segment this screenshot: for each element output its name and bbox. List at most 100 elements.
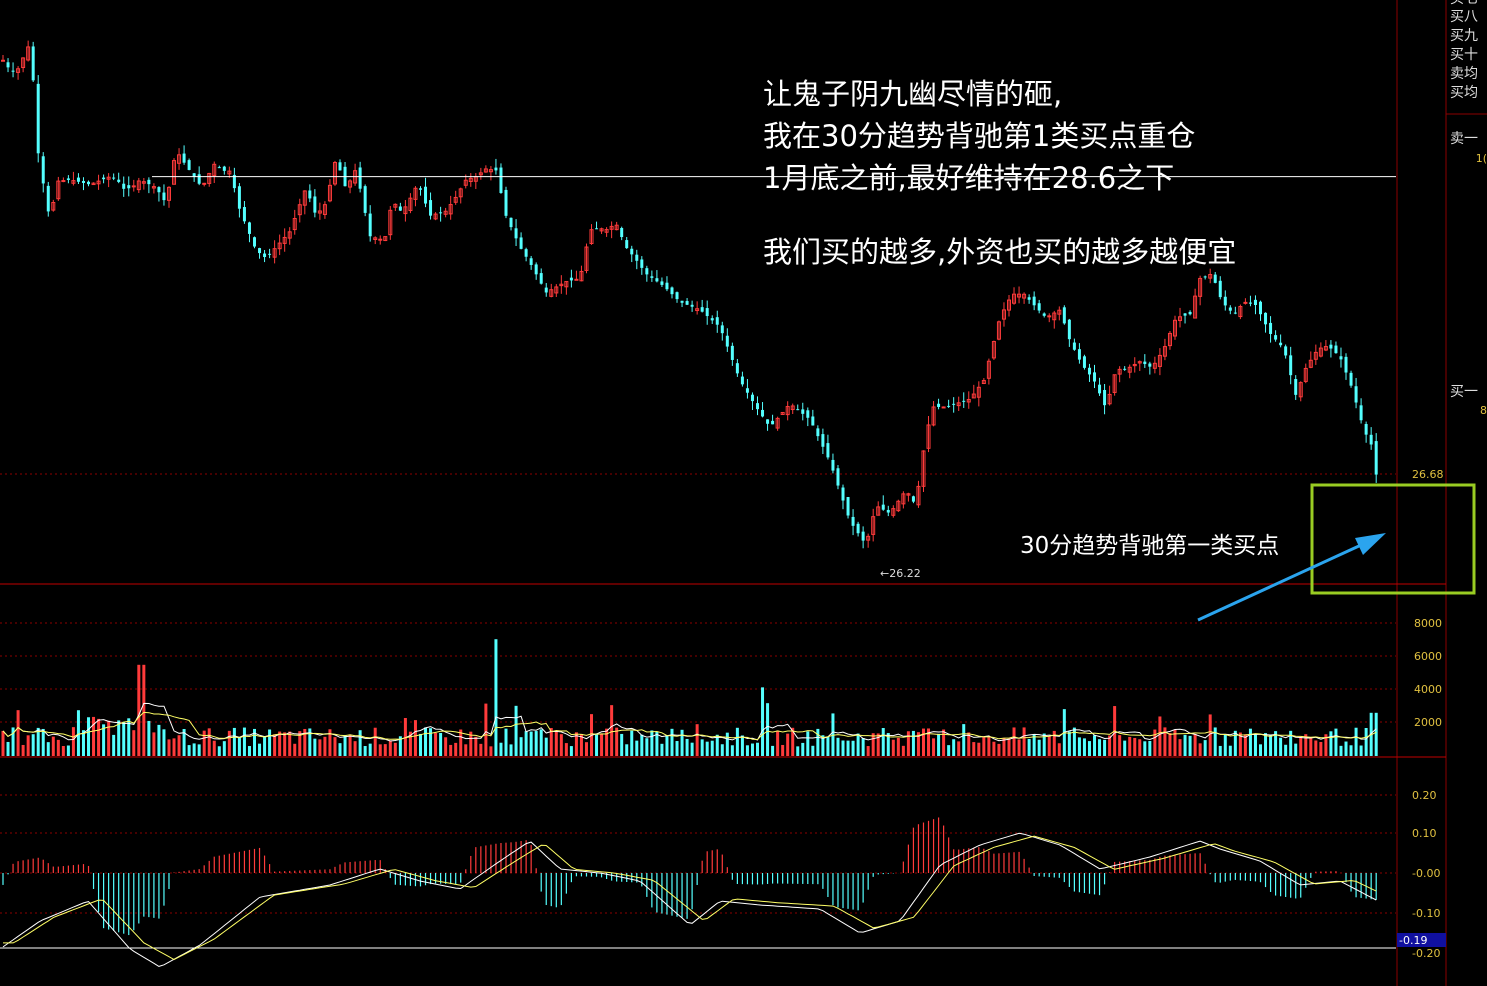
volume-bar: [26, 735, 30, 756]
candle-body: [806, 410, 810, 418]
candle-body: [604, 229, 609, 233]
volume-bar: [283, 732, 287, 756]
candle-body: [1213, 274, 1217, 283]
volume-bar: [197, 744, 201, 756]
volume-bar: [1269, 734, 1273, 756]
highlight-box: [1310, 483, 1476, 595]
volume-bar: [358, 730, 362, 756]
candle-body: [1123, 368, 1127, 370]
candle-body: [308, 190, 312, 199]
volume-bar: [519, 737, 523, 756]
volume-bar: [1087, 741, 1091, 756]
candle-body: [31, 46, 35, 81]
callout-arrow-shaft: [1197, 538, 1373, 622]
volume-bar: [977, 742, 981, 756]
candle-body: [756, 403, 759, 410]
order-book-label: 买八: [1450, 9, 1478, 25]
candle-body: [660, 281, 664, 285]
volume-bar: [469, 731, 473, 756]
volume-bar: [353, 741, 357, 756]
candle-body: [529, 258, 533, 265]
volume-bar: [268, 729, 272, 756]
candle-body: [207, 172, 212, 184]
volume-bar: [92, 716, 96, 756]
volume-bar: [348, 735, 352, 756]
candle-body: [1223, 296, 1227, 306]
volume-bar: [1148, 740, 1152, 756]
candle-body: [790, 405, 795, 411]
annotation-line-3: 1月底之前,最好维持在28.6之下: [763, 161, 1175, 195]
volume-bar: [776, 730, 780, 756]
candle-body: [1093, 372, 1097, 382]
candle-body: [720, 325, 724, 334]
annotation-line-2: 我在30分趋势背驰第1类买点重仓: [763, 119, 1196, 153]
candle-body: [499, 167, 503, 193]
candle-body: [962, 400, 966, 402]
volume-bar: [36, 727, 40, 756]
candle-body: [1349, 372, 1353, 386]
volume-bar: [1002, 737, 1006, 756]
candle-body: [187, 160, 191, 170]
candle-body: [926, 424, 931, 449]
candle-body: [801, 409, 805, 414]
candle-body: [16, 68, 21, 73]
candle-body: [1148, 363, 1152, 367]
candle-body: [1323, 346, 1328, 351]
volume-bar: [906, 731, 910, 756]
volume-bar: [942, 729, 946, 756]
candle-body: [1344, 356, 1348, 373]
candle-body: [338, 162, 342, 171]
volume-bar: [202, 730, 206, 756]
volume-bar: [504, 728, 508, 756]
candle-body: [373, 237, 378, 241]
candle-body: [996, 321, 1001, 340]
volume-bar: [1057, 743, 1061, 756]
volume-bar: [947, 745, 951, 756]
volume-bar: [1259, 744, 1262, 756]
volume-bar: [625, 744, 629, 756]
volume-bar: [1193, 734, 1197, 756]
candle-body: [443, 210, 448, 215]
volume-bar: [182, 728, 186, 756]
volume-bar: [1133, 737, 1137, 756]
candle-body: [509, 217, 513, 228]
candle-body: [463, 179, 468, 186]
candlestick-series: ←26.22: [1, 40, 1396, 580]
candle-body: [1132, 363, 1137, 367]
candle-body: [106, 176, 111, 180]
volume-bar: [318, 739, 322, 756]
candle-body: [1374, 441, 1378, 475]
candle-body: [1037, 303, 1041, 311]
candle-body: [448, 204, 453, 215]
candle-body: [1294, 379, 1298, 395]
volume-bar: [952, 739, 956, 756]
candle-body: [51, 202, 56, 211]
volume-bar: [871, 733, 875, 756]
volume-bar: [1198, 743, 1202, 756]
volume-bar: [333, 737, 337, 756]
candle-body: [514, 228, 518, 239]
volume-bar: [41, 728, 45, 756]
volume-bar: [766, 703, 770, 756]
volume-bar: [781, 744, 785, 756]
volume-bar: [655, 731, 659, 756]
candle-body: [26, 46, 31, 61]
candle-body: [1183, 313, 1187, 316]
candle-body: [1253, 299, 1257, 305]
volume-bar: [147, 720, 151, 756]
volume-bar: [529, 731, 533, 756]
candle-body: [816, 428, 820, 437]
volume-bar: [569, 746, 573, 756]
candle-body: [468, 177, 473, 183]
volume-bar: [680, 729, 684, 756]
macd-current-value: -0.19: [1399, 934, 1427, 947]
volume-bar: [237, 737, 241, 756]
candle-body: [554, 286, 559, 294]
candle-body: [921, 450, 926, 487]
candle-body: [453, 196, 458, 203]
volume-bar: [87, 717, 91, 756]
volume-bar: [645, 738, 649, 756]
volume-bar: [398, 736, 402, 756]
volume-bar: [1314, 740, 1318, 756]
candle-body: [519, 237, 523, 249]
